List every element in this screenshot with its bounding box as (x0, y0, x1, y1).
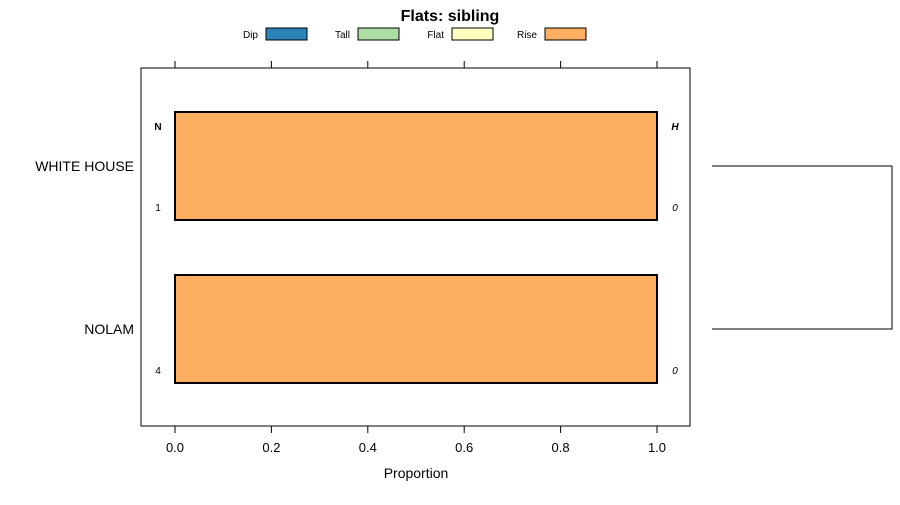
x-axis: 0.0 0.2 0.4 0.6 0.8 1.0 (166, 61, 666, 455)
n-value: 4 (155, 366, 161, 377)
category-labels: WHITE HOUSE NOLAM (35, 158, 134, 337)
legend-swatch-tall (357, 27, 400, 41)
x-tick-label: 0.4 (359, 440, 377, 455)
category-label: WHITE HOUSE (35, 158, 134, 174)
legend: Dip Tall Flat Rise (243, 27, 587, 41)
column-header-h: H (671, 122, 679, 133)
n-value: 1 (155, 203, 161, 214)
legend-label-flat: Flat (427, 30, 444, 41)
x-tick-label: 0.0 (166, 440, 184, 455)
side-columns: N H 1 0 4 0 (154, 122, 679, 377)
x-axis-label: Proportion (384, 465, 449, 481)
bars (174, 111, 658, 384)
category-label: NOLAM (84, 321, 134, 337)
x-tick-label: 1.0 (648, 440, 666, 455)
plot-frame (140, 67, 691, 427)
h-value: 0 (672, 203, 678, 214)
bar-rise-1 (174, 111, 658, 221)
h-value: 0 (672, 366, 678, 377)
legend-swatch-dip (265, 27, 308, 41)
column-header-n: N (154, 122, 161, 133)
dendrogram (712, 165, 893, 330)
bar-rise-2 (174, 274, 658, 384)
legend-swatch-flat (451, 27, 494, 41)
chart-title: Flats: sibling (401, 8, 500, 25)
legend-label-dip: Dip (243, 30, 258, 41)
dendrogram-branch (712, 165, 893, 330)
legend-label-rise: Rise (517, 30, 537, 41)
legend-label-tall: Tall (335, 30, 350, 41)
x-tick-label: 0.8 (552, 440, 570, 455)
legend-swatch-rise (544, 27, 587, 41)
x-tick-label: 0.6 (455, 440, 473, 455)
x-tick-label: 0.2 (262, 440, 280, 455)
